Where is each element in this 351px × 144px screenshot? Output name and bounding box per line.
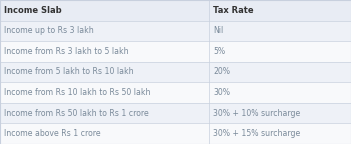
Text: 30%: 30% [213,88,230,97]
Text: Income from Rs 10 lakh to Rs 50 lakh: Income from Rs 10 lakh to Rs 50 lakh [4,88,151,97]
Bar [0,123,351,144]
Text: Income above Rs 1 crore: Income above Rs 1 crore [4,129,101,138]
Text: Nil: Nil [213,26,223,35]
Bar [0,41,351,62]
Bar [0,21,351,41]
Bar [0,0,351,21]
Text: Income up to Rs 3 lakh: Income up to Rs 3 lakh [4,26,94,35]
Text: Tax Rate: Tax Rate [213,6,254,15]
Text: 30% + 15% surcharge: 30% + 15% surcharge [213,129,300,138]
Text: Income from Rs 3 lakh to 5 lakh: Income from Rs 3 lakh to 5 lakh [4,47,129,56]
Bar [0,82,351,103]
Bar [0,62,351,82]
Text: Income Slab: Income Slab [4,6,62,15]
Text: Income from Rs 50 lakh to Rs 1 crore: Income from Rs 50 lakh to Rs 1 crore [4,109,149,118]
Text: Income from 5 lakh to Rs 10 lakh: Income from 5 lakh to Rs 10 lakh [4,68,134,76]
Text: 30% + 10% surcharge: 30% + 10% surcharge [213,109,300,118]
Text: 20%: 20% [213,68,230,76]
Text: 5%: 5% [213,47,225,56]
Bar [0,103,351,123]
